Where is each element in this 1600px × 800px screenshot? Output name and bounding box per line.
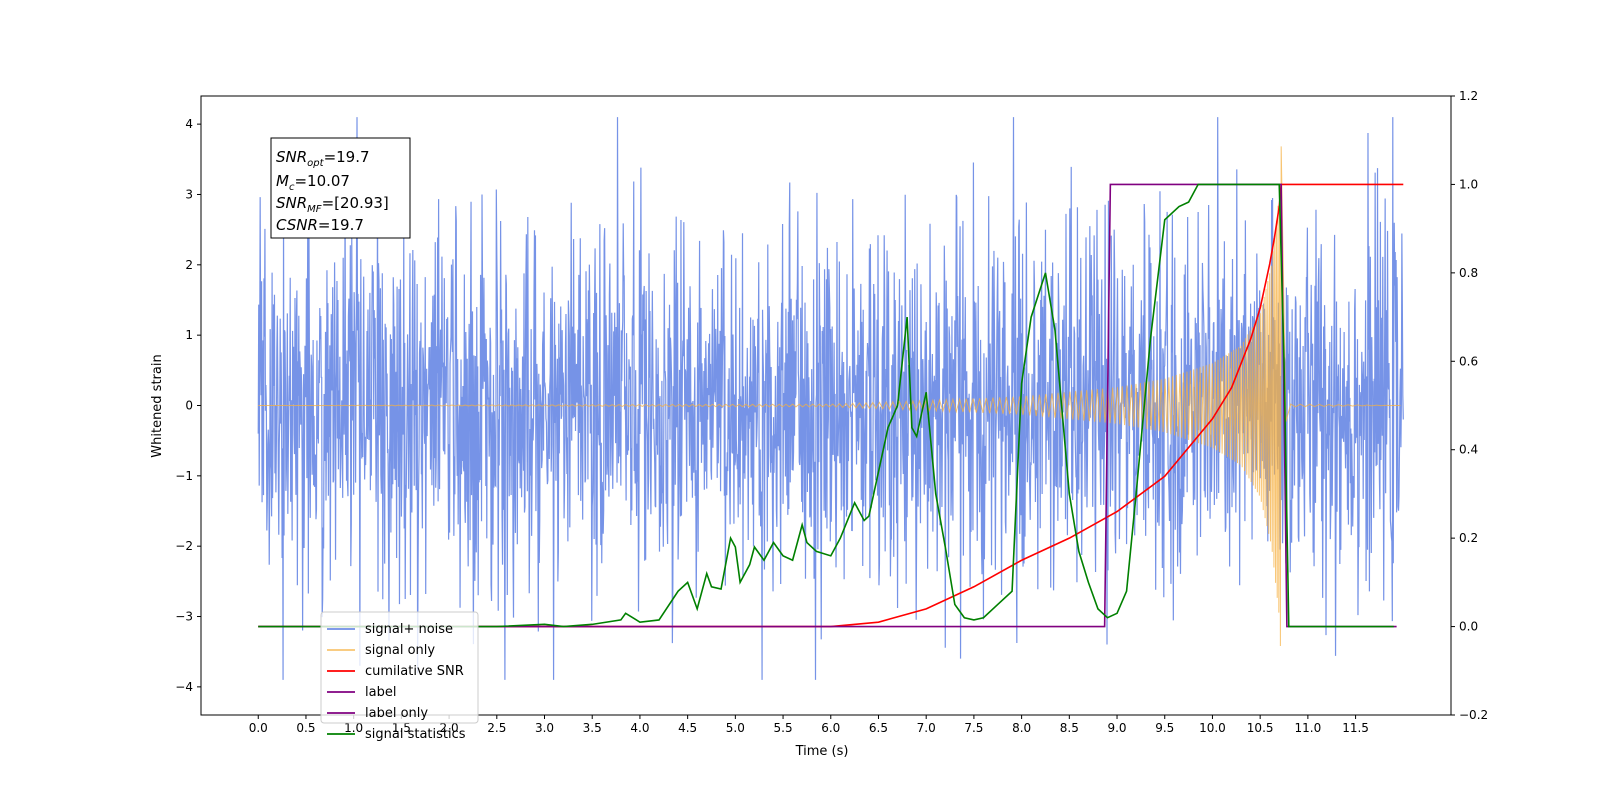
y-tick-label: 3 <box>185 187 193 201</box>
x-tick-label: 5.0 <box>726 721 745 735</box>
y2-tick-label: 1.0 <box>1459 177 1478 191</box>
y-tick-label: 4 <box>185 117 193 131</box>
x-tick-label: 6.5 <box>869 721 888 735</box>
x-tick-label: 0.5 <box>296 721 315 735</box>
x-tick-label: 9.5 <box>1155 721 1174 735</box>
x-tick-label: 8.5 <box>1060 721 1079 735</box>
series-signal-noise <box>257 117 1404 680</box>
legend-box <box>320 611 479 724</box>
y-tick-label: −3 <box>175 610 193 624</box>
x-tick-label: 1.0 <box>344 721 363 735</box>
legend-label-signal-noise: signal+ noise <box>365 622 453 637</box>
x-tick-label: 5.5 <box>774 721 793 735</box>
y-tick-label: 1 <box>185 328 193 342</box>
x-tick-label: 0.0 <box>249 721 268 735</box>
x-axis-label: Time (s) <box>795 744 849 759</box>
x-tick-label: 11.0 <box>1295 721 1322 735</box>
legend-label-cumilative-snr: cumilative SNR <box>365 664 464 679</box>
x-tick-label: 10.5 <box>1247 721 1274 735</box>
x-tick-label: 8.0 <box>1012 721 1031 735</box>
legend-label-signal-only: signal only <box>365 643 435 658</box>
y2-tick-label: 0.6 <box>1459 354 1478 368</box>
y2-tick-label: −0.2 <box>1459 708 1488 722</box>
y2-tick-label: 0.4 <box>1459 443 1478 457</box>
y-tick-label: −4 <box>175 680 193 694</box>
x-tick-label: 11.5 <box>1342 721 1369 735</box>
legend-label-label: label <box>365 685 396 700</box>
y-tick-label: −2 <box>175 539 193 553</box>
y2-tick-label: 0.0 <box>1459 620 1478 634</box>
legend-label-label-only: label only <box>365 706 428 721</box>
stats-line-mc: Mc=10.07 <box>276 172 350 193</box>
x-tick-label: 2.5 <box>487 721 506 735</box>
stats-box <box>270 137 411 239</box>
stats-line-snr-opt: SNRopt=19.7 <box>276 148 370 169</box>
y-tick-label: −1 <box>175 469 193 483</box>
x-tick-label: 4.0 <box>630 721 649 735</box>
series-cumilative-snr <box>258 183 1404 628</box>
x-tick-label: 9.0 <box>1107 721 1126 735</box>
x-tick-label: 2.0 <box>440 721 459 735</box>
y-tick-label: 2 <box>185 258 193 272</box>
x-tick-label: 3.0 <box>535 721 554 735</box>
legend-label-signal-statistics: signal statistics <box>365 727 466 742</box>
x-tick-label: 4.5 <box>678 721 697 735</box>
x-tick-label: 7.0 <box>917 721 936 735</box>
plot-area <box>257 117 1404 680</box>
legend: signal+ noise signal only cumilative SNR la… <box>320 611 479 742</box>
x-tick-label: 10.0 <box>1199 721 1226 735</box>
y2-tick-label: 0.8 <box>1459 266 1478 280</box>
series-signal-statistics <box>258 183 1394 628</box>
y-axis-label: Whitened strain <box>150 354 165 457</box>
y2-tick-label: 0.2 <box>1459 531 1478 545</box>
y-tick-label: 0 <box>185 399 193 413</box>
x-tick-label: 7.5 <box>964 721 983 735</box>
stats-line-csnr: CSNR=19.7 <box>276 216 364 234</box>
x-tick-label: 1.5 <box>392 721 411 735</box>
x-tick-label: 3.5 <box>583 721 602 735</box>
x-tick-label: 6.0 <box>821 721 840 735</box>
stats-annotation: SNRopt=19.7 Mc=10.07 SNRMF=[20.93] CSNR=… <box>270 137 411 239</box>
y2-tick-label: 1.2 <box>1459 89 1478 103</box>
stats-line-snr-mf: SNRMF=[20.93] <box>276 194 389 215</box>
